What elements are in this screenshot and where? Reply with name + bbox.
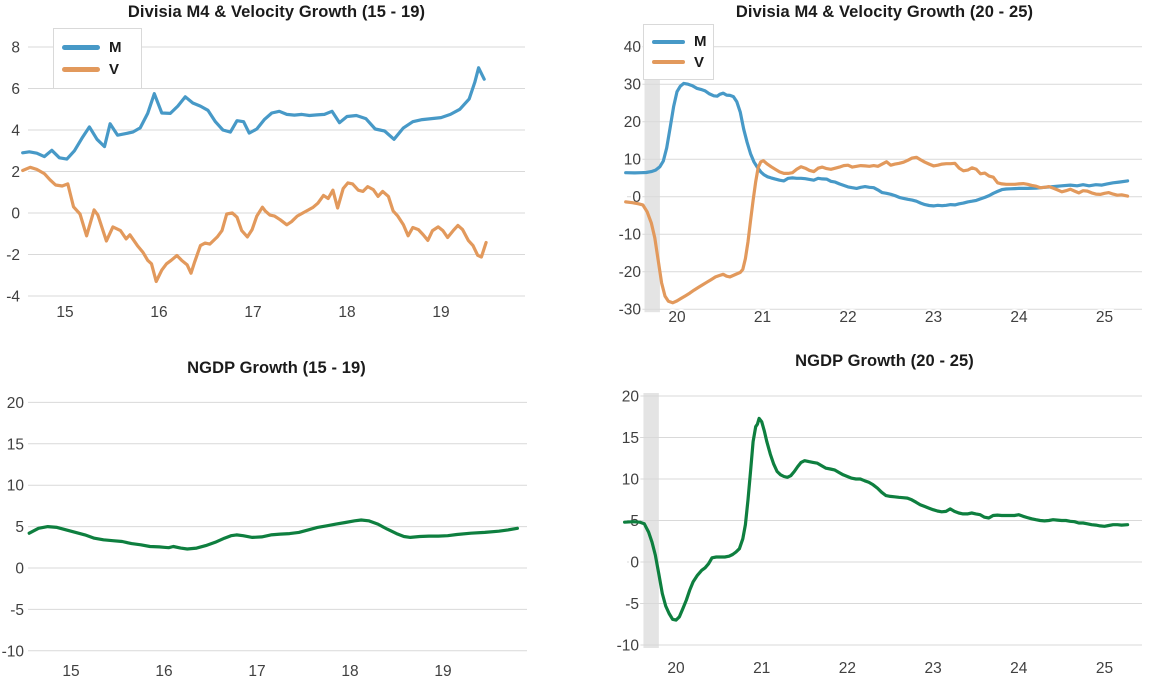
chart-cell-divisia-20-25: 40 30 20 10 0 -10 -20 -30 20 21 22 23 24 25 Divisia M… bbox=[565, 0, 1149, 332]
x-tick-label: 19 bbox=[434, 663, 451, 677]
x-tick-label: 24 bbox=[1010, 309, 1028, 326]
series-line-M bbox=[624, 81, 1130, 208]
x-tick-label: 18 bbox=[341, 663, 358, 677]
legend-item-v: V bbox=[62, 62, 133, 77]
x-tick-label: 17 bbox=[244, 304, 261, 321]
v-line-swatch bbox=[652, 59, 685, 65]
legend-divisia-15-19: M V bbox=[53, 28, 142, 89]
y-tick-label: 4 bbox=[11, 123, 20, 140]
y-tick-label: 8 bbox=[11, 40, 20, 57]
chart-title-ngdp-15-19: NGDP Growth (15 - 19) bbox=[187, 359, 366, 377]
series-line-V bbox=[624, 155, 1130, 305]
x-tick-label: 24 bbox=[1010, 660, 1028, 677]
series-line-M bbox=[21, 66, 486, 161]
ngdp-15-19-plot: 20 15 10 5 0 -5 -10 15 16 17 18 19 bbox=[0, 393, 527, 677]
x-tick-label: 22 bbox=[839, 660, 856, 677]
y-axis-tick-labels: 20 15 10 5 0 -5 -10 bbox=[0, 393, 26, 662]
x-tick-label: 25 bbox=[1096, 660, 1113, 677]
x-tick-label: 21 bbox=[753, 660, 770, 677]
y-tick-label: 10 bbox=[622, 472, 640, 489]
chart-title-divisia-20-25: Divisia M4 & Velocity Growth (20 - 25) bbox=[735, 3, 1034, 21]
y-tick-label: 0 bbox=[630, 555, 639, 572]
chart-cell-divisia-15-19: 8 6 4 2 0 -2 -4 15 16 17 18 19 Divisia M4 & Velocit… bbox=[0, 0, 565, 332]
x-tick-label: 15 bbox=[62, 663, 79, 677]
x-tick-label: 25 bbox=[1096, 309, 1113, 326]
x-axis-tick-labels: 15 16 17 18 19 bbox=[54, 302, 451, 323]
legend-divisia-20-25: M V bbox=[643, 24, 714, 80]
x-tick-label: 17 bbox=[248, 663, 265, 677]
y-tick-label: 30 bbox=[624, 77, 642, 94]
series-line-NGDP bbox=[622, 416, 1130, 622]
legend-label-v: V bbox=[694, 53, 705, 71]
x-axis-tick-labels: 20 21 22 23 24 25 bbox=[665, 658, 1115, 677]
legend-item-m: M bbox=[652, 33, 707, 51]
y-tick-label: 10 bbox=[7, 478, 25, 495]
legend-label-v: V bbox=[109, 61, 120, 78]
x-tick-label: 15 bbox=[56, 304, 73, 321]
y-tick-label: 20 bbox=[624, 114, 642, 131]
y-tick-label: 20 bbox=[622, 389, 640, 406]
y-tick-label: -2 bbox=[6, 247, 20, 264]
y-tick-label: -10 bbox=[619, 227, 642, 244]
x-tick-label: 22 bbox=[839, 309, 856, 326]
x-tick-label: 21 bbox=[754, 309, 771, 326]
x-tick-label: 23 bbox=[925, 309, 942, 326]
x-axis-tick-labels: 15 16 17 18 19 bbox=[60, 661, 453, 677]
y-tick-label: 15 bbox=[622, 430, 639, 447]
y-tick-label: -20 bbox=[619, 264, 642, 281]
m-line-swatch bbox=[652, 39, 685, 45]
x-tick-label: 23 bbox=[924, 660, 941, 677]
x-axis-tick-labels: 20 21 22 23 24 25 bbox=[666, 307, 1115, 328]
x-tick-label: 19 bbox=[432, 304, 449, 321]
y-tick-label: 10 bbox=[624, 152, 642, 169]
chart-cell-ngdp-20-25: 20 15 10 5 0 -5 -10 20 21 22 23 24 25 NGDP Growth (2… bbox=[565, 332, 1149, 677]
gridlines bbox=[627, 46, 1142, 310]
legend-item-v: V bbox=[652, 55, 705, 70]
legend-label-m: M bbox=[109, 39, 122, 56]
divisia-15-19-plot: 8 6 4 2 0 -2 -4 15 16 17 18 19 bbox=[4, 38, 525, 323]
m-line-swatch bbox=[62, 45, 100, 50]
y-tick-label: -10 bbox=[617, 638, 640, 655]
x-tick-label: 18 bbox=[338, 304, 355, 321]
x-tick-label: 16 bbox=[155, 663, 172, 677]
legend-label-m: M bbox=[694, 33, 707, 51]
y-axis-tick-labels: 8 6 4 2 0 -2 -4 bbox=[4, 38, 22, 308]
chart-title-ngdp-20-25: NGDP Growth (20 - 25) bbox=[795, 352, 974, 370]
series-line-V bbox=[21, 165, 488, 284]
chart-cell-ngdp-15-19: 20 15 10 5 0 -5 -10 15 16 17 18 19 NGDP Growth (15 … bbox=[0, 332, 565, 677]
y-tick-label: 40 bbox=[624, 39, 642, 56]
y-tick-label: -5 bbox=[10, 602, 24, 619]
y-tick-label: -4 bbox=[6, 289, 20, 306]
v-line-swatch bbox=[62, 67, 100, 72]
y-tick-label: 0 bbox=[11, 206, 20, 223]
y-tick-label: 2 bbox=[11, 164, 20, 181]
x-tick-label: 16 bbox=[150, 304, 167, 321]
y-tick-label: 20 bbox=[7, 395, 25, 412]
gridlines bbox=[28, 401, 527, 652]
y-tick-label: 6 bbox=[11, 81, 20, 98]
chart-title-divisia-15-19: Divisia M4 & Velocity Growth (15 - 19) bbox=[127, 3, 426, 21]
y-tick-label: -5 bbox=[625, 596, 639, 613]
x-tick-label: 20 bbox=[668, 309, 686, 326]
y-tick-label: 15 bbox=[7, 436, 24, 453]
legend-item-m: M bbox=[62, 40, 133, 55]
y-tick-label: 0 bbox=[15, 561, 24, 578]
x-tick-label: 20 bbox=[667, 660, 685, 677]
y-tick-label: -10 bbox=[2, 643, 25, 660]
y-tick-label: -30 bbox=[619, 302, 642, 319]
y-tick-label: 5 bbox=[15, 519, 24, 536]
series-line-NGDP bbox=[27, 518, 520, 551]
